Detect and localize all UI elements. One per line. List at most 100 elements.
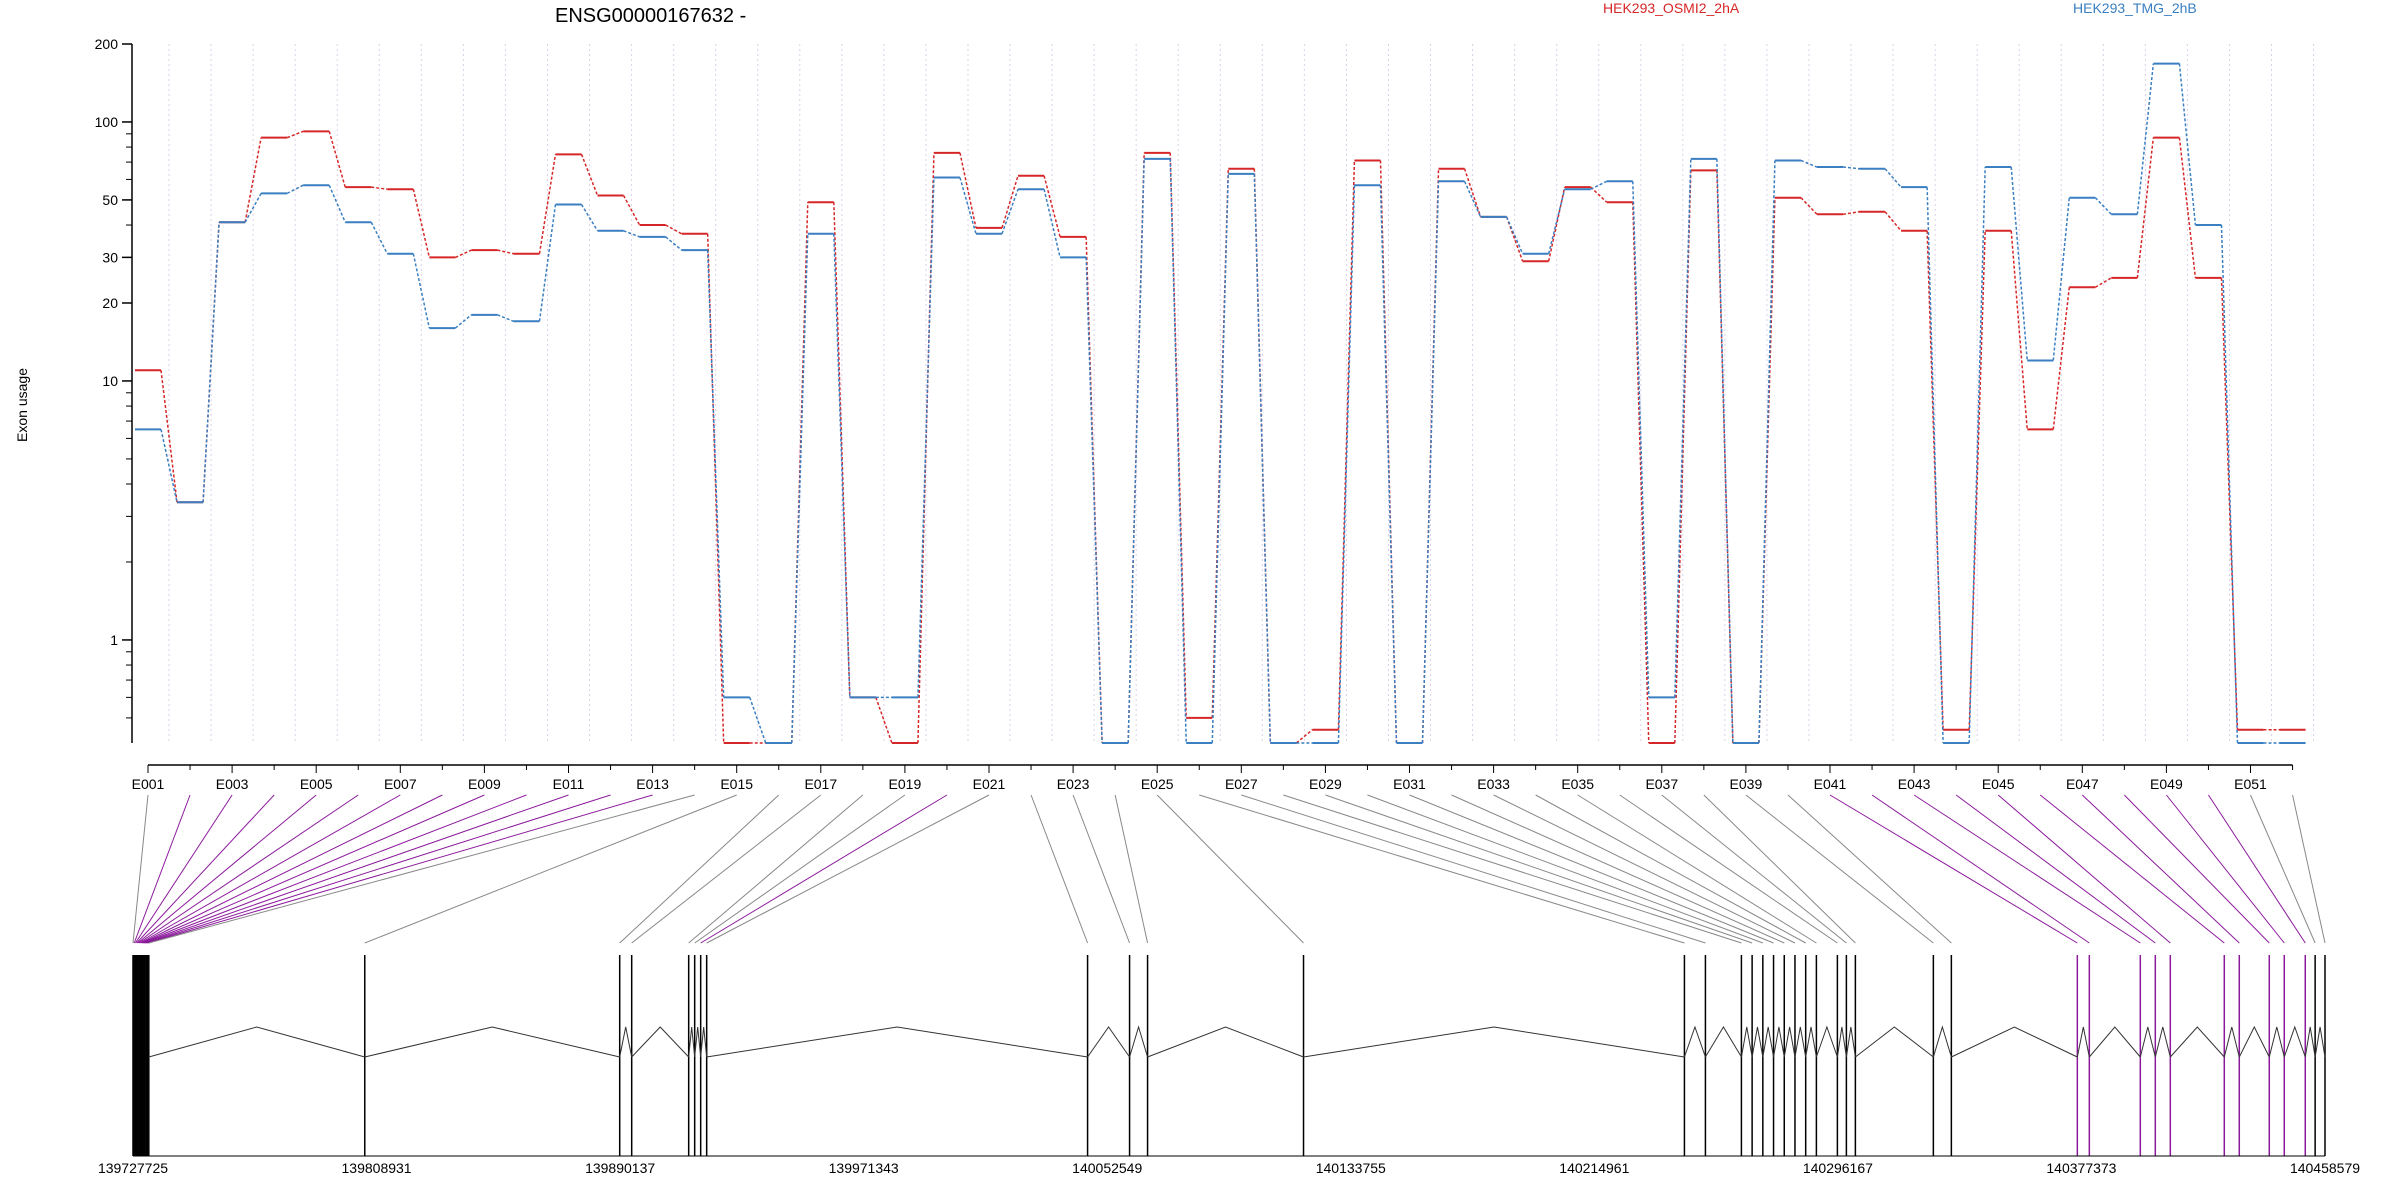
x-tick-label: E037 bbox=[1645, 776, 1678, 792]
series-connector bbox=[833, 233, 851, 698]
series-connector bbox=[454, 314, 472, 329]
series-connector bbox=[2052, 197, 2071, 361]
series-connector bbox=[538, 154, 557, 254]
series-connector bbox=[371, 186, 388, 190]
exon-guide-line bbox=[1871, 794, 2090, 944]
y-axis-label: Exon usage bbox=[14, 368, 30, 442]
x-tick-label: E015 bbox=[720, 776, 753, 792]
series-connector bbox=[665, 224, 682, 235]
series-connector bbox=[1842, 166, 1860, 170]
series-lines bbox=[134, 62, 2306, 744]
series-connector bbox=[1800, 197, 1818, 215]
legend-entry-series-a: HEK293_OSMI2_2hA bbox=[1603, 0, 1740, 16]
series-connector bbox=[244, 193, 262, 223]
x-tick-label: E029 bbox=[1309, 776, 1342, 792]
intron-connector bbox=[1815, 1025, 1838, 1058]
series-connector bbox=[1547, 189, 1566, 254]
series-connector bbox=[1758, 160, 1776, 744]
exon-guide-line bbox=[137, 794, 317, 944]
series-connector bbox=[2010, 230, 2028, 430]
x-tick-label: E025 bbox=[1141, 776, 1174, 792]
exon-guide-line bbox=[1451, 794, 1785, 944]
intron-connector bbox=[364, 1026, 620, 1058]
exon-guide-line bbox=[1955, 794, 2156, 944]
series-connector bbox=[1968, 230, 1986, 730]
exon-guide-line bbox=[1661, 794, 1847, 944]
series-connector bbox=[959, 152, 977, 229]
series-connector bbox=[1590, 180, 1608, 190]
series-connector bbox=[1001, 175, 1019, 229]
exon-guide-line bbox=[1703, 794, 1856, 944]
x-tick-label: E033 bbox=[1477, 776, 1510, 792]
x-tick-label: E027 bbox=[1225, 776, 1258, 792]
genomic-tick-label: 140133755 bbox=[1316, 1160, 1386, 1176]
series-connector bbox=[2136, 63, 2155, 215]
series-connector bbox=[706, 250, 725, 698]
x-tick-label: E005 bbox=[300, 776, 333, 792]
exon-guide-line bbox=[631, 794, 822, 944]
y-tick-label: 1 bbox=[110, 632, 118, 648]
series-connector bbox=[412, 253, 431, 329]
chart-title: ENSG00000167632 - bbox=[555, 5, 746, 27]
legend-entry-series-b: HEK293_TMG_2hB bbox=[2073, 0, 2197, 16]
intron-connector bbox=[2223, 1026, 2240, 1058]
exon-guide-line bbox=[133, 794, 191, 944]
series-connector bbox=[1505, 216, 1524, 254]
intron-connector bbox=[148, 1026, 365, 1058]
x-tick-label: E041 bbox=[1814, 776, 1847, 792]
exon-guide-line bbox=[1030, 794, 1089, 944]
genomic-tick-label: 139890137 bbox=[585, 1160, 655, 1176]
intron-connector bbox=[1704, 1026, 1742, 1058]
series-connector bbox=[286, 130, 304, 139]
series-connector bbox=[749, 697, 767, 744]
exon-guide-line bbox=[1829, 794, 2078, 944]
series-connector bbox=[1043, 189, 1061, 258]
genomic-tick-label: 139971343 bbox=[829, 1160, 899, 1176]
series-connector bbox=[917, 177, 935, 698]
exon-guide-line bbox=[2166, 794, 2285, 944]
series-connector bbox=[623, 230, 640, 238]
x-tick-label: E019 bbox=[889, 776, 922, 792]
series-connector bbox=[1590, 186, 1608, 203]
intron-connector bbox=[2268, 1026, 2285, 1058]
series-connector bbox=[580, 204, 599, 232]
x-tick-label: E047 bbox=[2066, 776, 2099, 792]
intron-connector bbox=[619, 1026, 633, 1058]
intron-connector bbox=[1147, 1026, 1304, 1058]
exon-guide-line bbox=[2039, 794, 2225, 944]
series-connector bbox=[160, 370, 178, 503]
intron-connector bbox=[1751, 1026, 1764, 1058]
series-connector bbox=[286, 184, 304, 195]
x-tick-label: E001 bbox=[132, 776, 165, 792]
y-tick-label: 20 bbox=[102, 295, 118, 311]
intron-connector bbox=[1762, 1026, 1775, 1058]
genomic-tick-label: 140458579 bbox=[2290, 1160, 2360, 1176]
series-connector bbox=[2010, 166, 2028, 361]
series-connector bbox=[1968, 166, 1986, 744]
series-connector bbox=[2094, 277, 2112, 288]
intron-connector bbox=[1783, 1026, 1796, 1058]
intron-connector bbox=[2304, 1026, 2316, 1058]
exon-guide-line bbox=[1199, 794, 1685, 944]
x-tick-label: E013 bbox=[636, 776, 669, 792]
series-connector bbox=[412, 189, 431, 258]
exon-guide-line bbox=[1577, 794, 1817, 944]
series-connector bbox=[1926, 187, 1944, 744]
exon-guide-line bbox=[141, 794, 443, 944]
series-connector bbox=[1632, 202, 1650, 744]
intron-connector bbox=[2139, 1026, 2156, 1058]
intron-connector bbox=[1794, 1026, 1807, 1058]
intron-connector bbox=[1087, 1026, 1130, 1058]
series-b-line bbox=[134, 62, 2306, 744]
series-connector bbox=[1800, 159, 1818, 168]
exon-guide-line bbox=[1283, 794, 1742, 944]
gridlines bbox=[168, 44, 2315, 743]
x-tick-label: E007 bbox=[384, 776, 417, 792]
series-connector bbox=[2220, 225, 2239, 744]
exon-guide-line bbox=[1493, 794, 1796, 944]
series-connector bbox=[1463, 181, 1482, 218]
series-connector bbox=[580, 154, 599, 196]
exon-guide-line bbox=[694, 794, 906, 944]
gene-model: 139727725 139808931 139890137 139971343 1400… bbox=[98, 955, 2360, 1176]
exon-guide-line bbox=[1409, 794, 1774, 944]
